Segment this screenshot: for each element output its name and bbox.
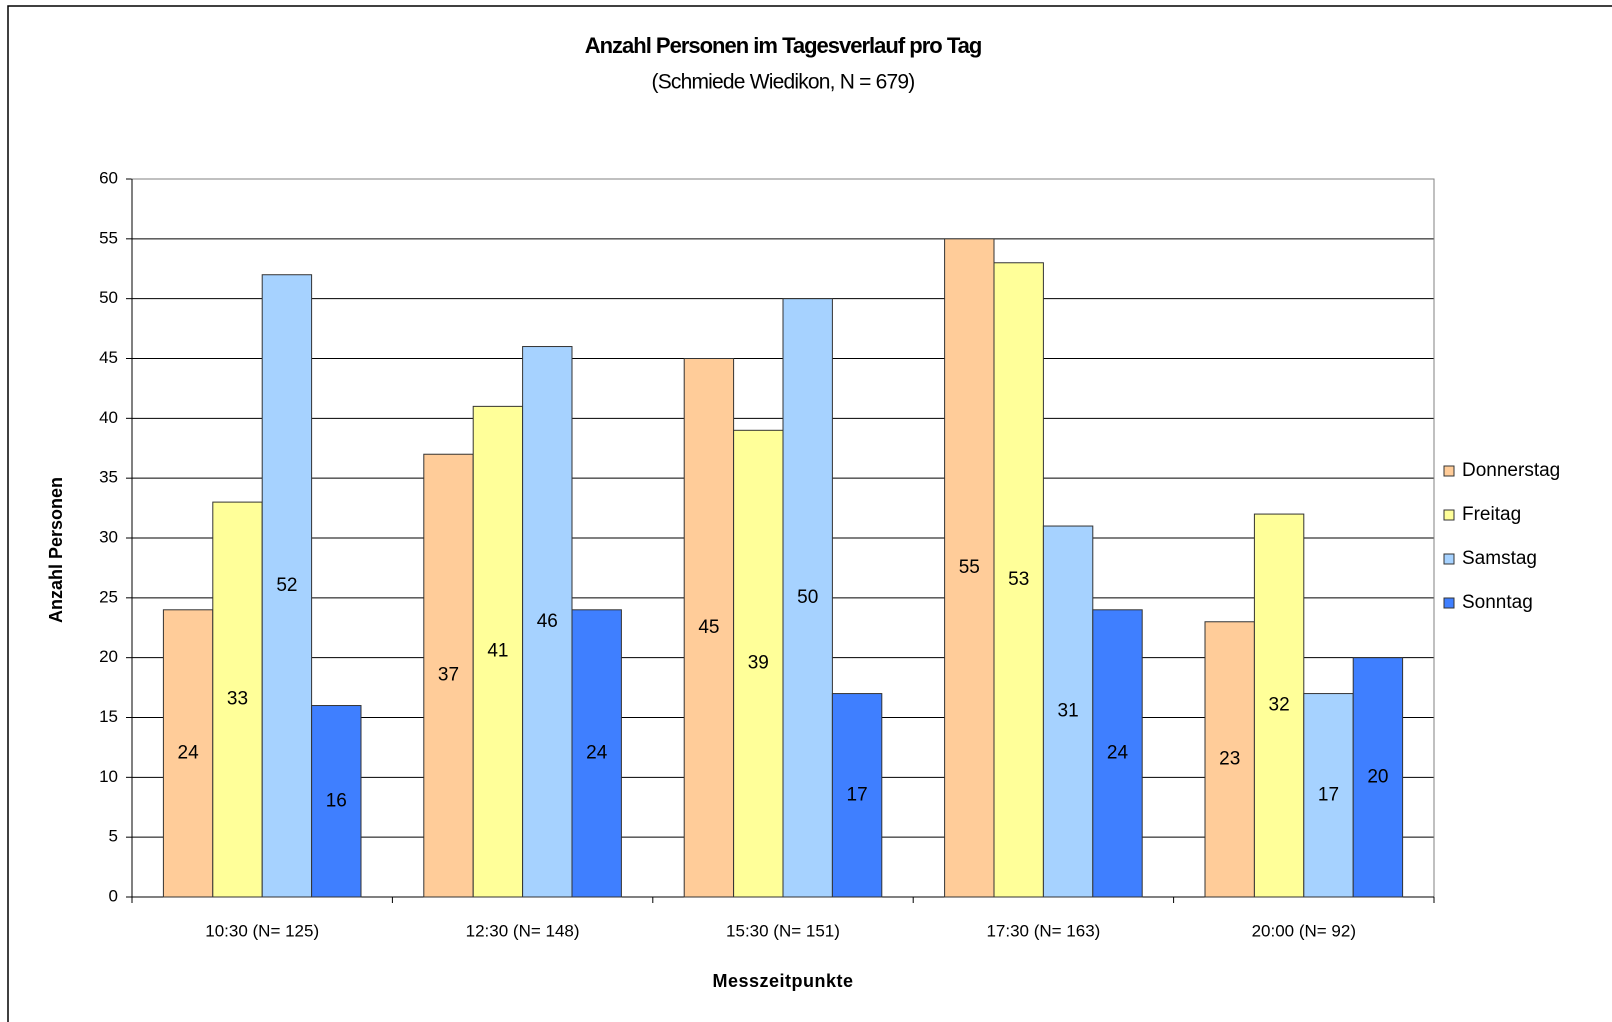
legend-label: Sonntag — [1462, 592, 1533, 613]
legend-swatch — [1443, 509, 1455, 521]
legend-label: Donnerstag — [1462, 460, 1560, 481]
bar — [571, 609, 622, 898]
bar — [162, 609, 214, 898]
data-label: 55 — [959, 557, 980, 578]
x-tick-label: 10:30 (N= 125) — [205, 921, 319, 940]
data-label: 17 — [847, 784, 868, 805]
x-tick-label: 15:30 (N= 151) — [726, 921, 840, 940]
bar — [683, 358, 735, 898]
bar — [733, 429, 784, 898]
legend-label: Samstag — [1462, 548, 1537, 569]
x-tick-label: 20:00 (N= 92) — [1252, 921, 1356, 940]
chart-subtitle: (Schmiede Wiedikon, N = 679) — [652, 71, 915, 94]
x-tick-label: 12:30 (N= 148) — [466, 921, 580, 940]
y-tick-label: 0 — [109, 886, 118, 905]
bar — [311, 705, 362, 898]
bar — [1253, 513, 1305, 898]
y-tick-label: 50 — [99, 288, 118, 307]
y-tick-label: 5 — [109, 827, 118, 846]
y-tick-label: 10 — [99, 767, 118, 786]
data-label: 20 — [1367, 766, 1388, 787]
y-tick-label: 45 — [99, 348, 118, 367]
y-tick-label: 20 — [99, 647, 118, 666]
data-label: 31 — [1058, 701, 1079, 722]
legend-swatch — [1443, 597, 1455, 609]
bar — [1352, 657, 1404, 898]
bar — [944, 238, 995, 898]
y-tick-label: 25 — [99, 587, 118, 606]
y-tick-label: 55 — [99, 228, 118, 247]
data-label: 50 — [797, 587, 818, 608]
y-axis-label: Anzahl Personen — [46, 477, 66, 623]
data-label: 41 — [487, 641, 508, 662]
y-tick-label: 30 — [99, 527, 118, 546]
data-label: 52 — [276, 575, 297, 596]
bar — [1092, 609, 1143, 898]
data-label: 17 — [1318, 784, 1339, 805]
y-tick-label: 35 — [99, 468, 118, 487]
bar — [993, 262, 1044, 898]
data-label: 23 — [1219, 748, 1240, 769]
data-label: 24 — [586, 742, 608, 763]
data-label: 37 — [438, 665, 459, 686]
chart-title: Anzahl Personen im Tagesverlauf pro Tag — [585, 33, 982, 58]
y-tick-label: 15 — [99, 707, 118, 726]
data-label: 16 — [326, 790, 347, 811]
bar — [472, 405, 524, 898]
data-label: 24 — [1107, 742, 1129, 763]
data-label: 39 — [748, 653, 769, 674]
x-axis-label: Messzeitpunkte — [712, 971, 853, 991]
bar — [831, 693, 883, 898]
y-tick-label: 60 — [99, 168, 118, 187]
data-label: 46 — [537, 611, 558, 632]
data-label: 53 — [1008, 569, 1029, 590]
data-label: 33 — [227, 689, 248, 710]
bar — [261, 274, 313, 898]
legend-label: Freitag — [1462, 504, 1521, 525]
x-tick-label: 17:30 (N= 163) — [986, 921, 1100, 940]
bar — [522, 346, 573, 898]
data-label: 24 — [178, 742, 200, 763]
bar — [782, 298, 833, 898]
legend-swatch — [1443, 553, 1455, 565]
y-tick-label: 40 — [99, 408, 118, 427]
data-label: 32 — [1269, 695, 1290, 716]
legend-swatch — [1443, 465, 1455, 477]
bar — [423, 453, 474, 898]
data-label: 45 — [698, 617, 719, 638]
bar — [1303, 693, 1354, 898]
